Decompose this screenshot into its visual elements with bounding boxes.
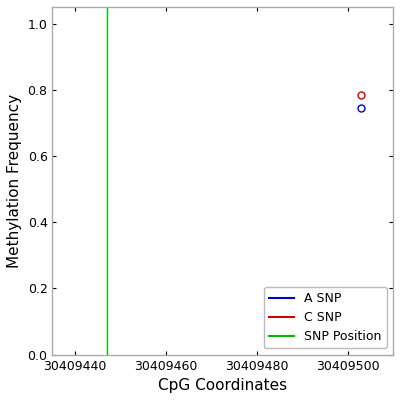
Legend: A SNP, C SNP, SNP Position: A SNP, C SNP, SNP Position	[264, 287, 387, 348]
Y-axis label: Methylation Frequency: Methylation Frequency	[7, 94, 22, 268]
X-axis label: CpG Coordinates: CpG Coordinates	[158, 378, 287, 393]
